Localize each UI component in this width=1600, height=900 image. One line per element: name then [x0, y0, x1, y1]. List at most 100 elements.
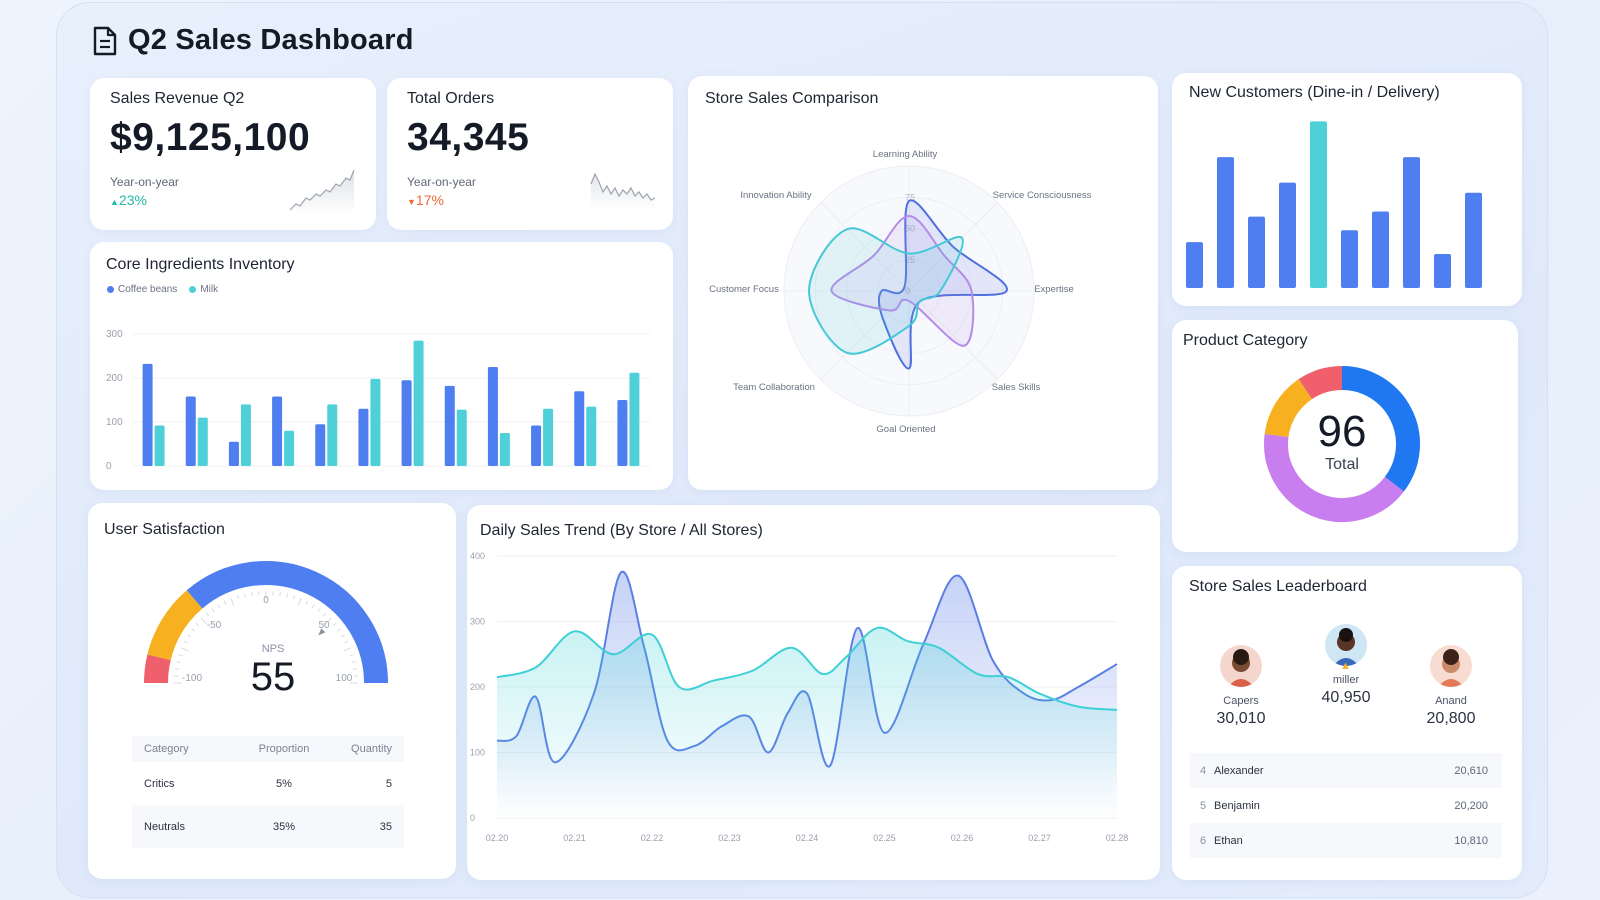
y-tick-label: 200 — [470, 682, 485, 692]
bar-coffee — [531, 425, 542, 466]
gauge-pointer — [318, 628, 326, 636]
donut-total-label: Total — [1325, 456, 1359, 473]
radar-series — [877, 199, 1008, 370]
gauge-tick — [322, 612, 327, 617]
cell-category: Neutrals — [144, 820, 185, 833]
avatar-rank-2[interactable] — [1220, 645, 1262, 687]
bar-coffee — [315, 424, 326, 466]
trend-area — [497, 627, 1117, 818]
kpi-sub-label: Year-on-year — [110, 175, 179, 189]
gauge-tick — [178, 654, 183, 657]
bar-coffee — [185, 396, 196, 466]
rank: 5 — [1200, 799, 1207, 812]
name: Benjamin — [1214, 799, 1260, 812]
col-header-category[interactable]: Category — [144, 743, 189, 755]
gauge-tick — [325, 617, 332, 624]
radar-chart: Learning Ability Service Consciousness Exp… — [709, 149, 1091, 435]
bar-milk — [284, 430, 295, 466]
bar-milk — [154, 425, 165, 466]
bar-coffee — [617, 400, 628, 466]
avatar-rank-3[interactable] — [1430, 645, 1472, 687]
gauge-tick — [217, 604, 221, 609]
x-tick-label: 02.21 — [563, 833, 586, 843]
kpi-value: $9,125,100 — [110, 116, 311, 159]
trend-card: Daily Sales Trend (By Store / All Stores… — [467, 505, 1160, 880]
name: Alexander — [1214, 764, 1264, 777]
cell-quantity: 5 — [385, 777, 392, 790]
kpi-change-value: 23% — [118, 192, 147, 208]
y-tick-label: 300 — [470, 617, 485, 627]
name: Ethan — [1214, 834, 1243, 847]
gauge-tick — [340, 634, 345, 638]
x-tick-label: 02.26 — [951, 833, 974, 843]
avatar-rank-1[interactable] — [1325, 624, 1367, 666]
bar-coffee — [142, 363, 153, 466]
y-tick-label: 100 — [470, 748, 485, 758]
customer-bar — [1217, 157, 1234, 288]
bar-coffee — [487, 367, 498, 466]
y-tick-label: 100 — [106, 417, 123, 428]
kpi-title: Sales Revenue Q2 — [110, 90, 245, 107]
bar-milk — [197, 417, 208, 466]
donut-total-value: 96 — [1317, 407, 1367, 456]
gauge-tick — [311, 604, 315, 609]
card-title: Store Sales Comparison — [705, 90, 879, 107]
radar-axis-label: Team Collaboration — [733, 382, 815, 393]
rank: 6 — [1200, 834, 1207, 847]
product-category-donut — [1264, 366, 1420, 522]
col-header-quantity[interactable]: Quantity — [351, 743, 392, 755]
customer-bar — [1279, 182, 1296, 288]
customer-bar — [1186, 242, 1203, 288]
bar-milk — [543, 408, 554, 466]
x-tick-label: 02.28 — [1106, 833, 1129, 843]
gauge-tick — [175, 668, 180, 670]
gauge-scale-label: -100 — [182, 673, 202, 684]
customer-bar — [1434, 254, 1451, 288]
bar-coffee — [574, 391, 585, 466]
radar-tick-label: 0 — [905, 286, 910, 296]
satisfaction-card: User Satisfaction -100 -50 0 50 100 NPS 55 C… — [88, 503, 456, 879]
gauge-tick — [187, 634, 192, 638]
card-title: User Satisfaction — [104, 521, 225, 538]
gauge-scale-label: 50 — [318, 620, 330, 631]
table-row: Critics 5% 5 — [132, 762, 404, 805]
radar-axis-label: Sales Skills — [992, 382, 1041, 393]
gauge-tick — [286, 593, 288, 598]
satisfaction-table: Category Proportion Quantity Critics 5% … — [132, 736, 404, 848]
radar-spoke — [908, 290, 998, 380]
cell-proportion: 35% — [272, 820, 296, 833]
donut-slice — [1264, 379, 1313, 438]
podium-name-rank-2: Capers — [1223, 695, 1259, 707]
radar-axis-label: Goal Oriented — [876, 424, 935, 435]
donut-slice — [1298, 366, 1343, 400]
bar-coffee — [272, 396, 283, 466]
legend-item-milk[interactable]: Milk — [189, 284, 218, 295]
gauge-tick — [292, 595, 295, 600]
radar-tick-label: 75 — [905, 192, 915, 202]
gauge-tick — [343, 647, 352, 652]
gauge-segment-critics — [144, 654, 171, 684]
x-tick-label: 02.25 — [873, 833, 896, 843]
kpi-change-value: 17% — [415, 192, 444, 208]
col-header-proportion[interactable]: Proportion — [258, 743, 310, 755]
list-item[interactable]: 4 Alexander 20,610 — [1190, 753, 1502, 788]
radar-spoke — [820, 290, 910, 380]
list-item[interactable]: 5 Benjamin 20,200 — [1190, 788, 1502, 823]
value: 20,200 — [1454, 799, 1488, 812]
cell-category: Critics — [144, 777, 175, 790]
donut-slice — [1264, 433, 1404, 522]
gauge-segment-neutrals — [147, 590, 203, 661]
legend-item-coffee[interactable]: Coffee beans — [107, 284, 177, 295]
sparkline-up — [289, 169, 355, 214]
value: 20,610 — [1454, 764, 1488, 777]
list-item[interactable]: 6 Ethan 10,810 — [1190, 823, 1502, 858]
podium-value-rank-3: 20,800 — [1426, 710, 1476, 727]
kpi-change: ▼17% — [407, 192, 444, 208]
table-header: Category Proportion Quantity — [132, 736, 404, 762]
product-category-card: Product Category 96 Total — [1172, 320, 1518, 552]
bar-milk — [629, 372, 640, 466]
podium-name-rank-1: miller — [1332, 674, 1360, 686]
x-tick-label: 02.22 — [641, 833, 664, 843]
nps-label: NPS — [261, 643, 285, 655]
gauge-scale-label: -50 — [207, 620, 222, 631]
